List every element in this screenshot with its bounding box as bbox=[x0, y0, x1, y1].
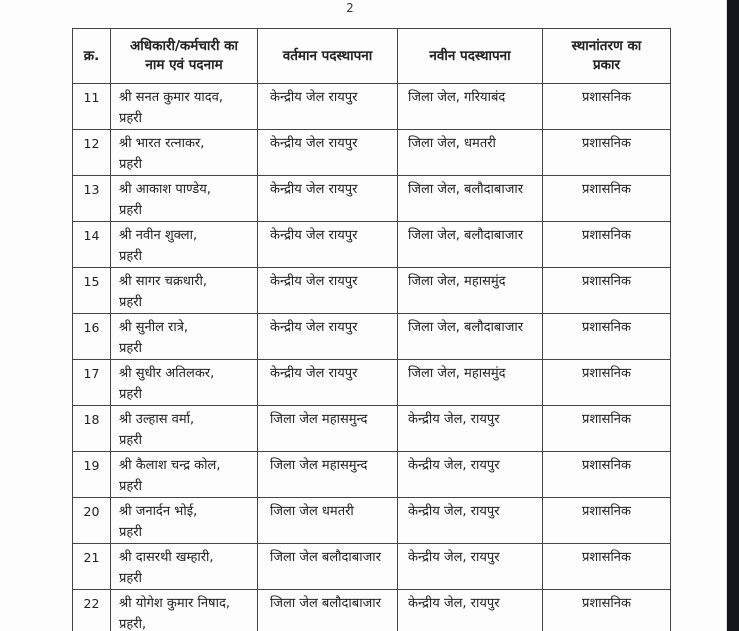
cell-current-posting: केन्द्रीय जेल रायपुर bbox=[257, 221, 398, 268]
cell-current-posting: केन्द्रीय जेल रायपुर bbox=[257, 267, 398, 314]
cell-new-posting: जिला जेल, महासमुंद bbox=[397, 267, 543, 314]
cell-new-posting: केन्द्रीय जेल, रायपुर bbox=[397, 451, 543, 498]
cell-transfer-type: प्रशासनिक bbox=[542, 451, 671, 498]
cell-transfer-type: प्रशासनिक bbox=[542, 175, 671, 222]
header-name-designation: अधिकारी/कर्मचारी का नाम एवं पदनाम bbox=[110, 28, 258, 84]
cell-current-posting: जिला जेल बलौदाबाजार bbox=[257, 543, 398, 590]
cell-serial-no: 15 bbox=[72, 267, 111, 314]
cell-new-posting: जिला जेल, धमतरी bbox=[397, 129, 543, 176]
table-row: 20 श्री जनार्दन भोई, प्रहरी जिला जेल धमत… bbox=[72, 497, 671, 544]
cell-name-designation: श्री आकाश पाण्डेय, प्रहरी bbox=[110, 175, 258, 222]
cell-serial-no: 14 bbox=[72, 221, 111, 268]
cell-current-posting: जिला जेल बलौदाबाजार bbox=[257, 589, 398, 631]
cell-name-designation: श्री सुनील रात्रे, प्रहरी bbox=[110, 313, 258, 360]
cell-transfer-type: प्रशासनिक bbox=[542, 313, 671, 360]
cell-new-posting: केन्द्रीय जेल, रायपुर bbox=[397, 543, 543, 590]
cell-serial-no: 16 bbox=[72, 313, 111, 360]
cell-serial-no: 18 bbox=[72, 405, 111, 452]
cell-transfer-type: प्रशासनिक bbox=[542, 83, 671, 130]
cell-transfer-type: प्रशासनिक bbox=[542, 267, 671, 314]
cell-name-designation: श्री दासरथी खम्हारी, प्रहरी bbox=[110, 543, 258, 590]
cell-transfer-type: प्रशासनिक bbox=[542, 543, 671, 590]
table-row: 21 श्री दासरथी खम्हारी, प्रहरी जिला जेल … bbox=[72, 543, 671, 590]
cell-serial-no: 12 bbox=[72, 129, 111, 176]
cell-transfer-type: प्रशासनिक bbox=[542, 405, 671, 452]
page-number: 2 bbox=[346, 1, 354, 15]
cell-new-posting: जिला जेल, बलौदाबाजार bbox=[397, 313, 543, 360]
cell-name-designation: श्री योगेश कुमार निषाद, प्रहरी, bbox=[110, 589, 258, 631]
cell-current-posting: केन्द्रीय जेल रायपुर bbox=[257, 129, 398, 176]
cell-current-posting: जिला जेल धमतरी bbox=[257, 497, 398, 544]
table-row: 15 श्री सागर चक्रधारी, प्रहरी केन्द्रीय … bbox=[72, 267, 671, 314]
cell-transfer-type: प्रशासनिक bbox=[542, 497, 671, 544]
header-transfer-type: स्थानांतरण का प्रकार bbox=[542, 28, 671, 84]
cell-transfer-type: प्रशासनिक bbox=[542, 129, 671, 176]
cell-current-posting: केन्द्रीय जेल रायपुर bbox=[257, 359, 398, 406]
header-serial-no: क्र. bbox=[72, 28, 111, 84]
cell-name-designation: श्री भारत रत्नाकर, प्रहरी bbox=[110, 129, 258, 176]
table-row: 19 श्री कैलाश चन्द्र कोल, प्रहरी जिला जे… bbox=[72, 451, 671, 498]
transfer-table: क्र. अधिकारी/कर्मचारी का नाम एवं पदनाम व… bbox=[72, 28, 671, 631]
cell-serial-no: 21 bbox=[72, 543, 111, 590]
cell-name-designation: श्री कैलाश चन्द्र कोल, प्रहरी bbox=[110, 451, 258, 498]
header-row: क्र. अधिकारी/कर्मचारी का नाम एवं पदनाम व… bbox=[72, 28, 671, 84]
table-row: 11 श्री सनत कुमार यादव, प्रहरी केन्द्रीय… bbox=[72, 83, 671, 130]
cell-new-posting: केन्द्रीय जेल, रायपुर bbox=[397, 497, 543, 544]
cell-name-designation: श्री सुधीर अतिलकर, प्रहरी bbox=[110, 359, 258, 406]
table-row: 12 श्री भारत रत्नाकर, प्रहरी केन्द्रीय ज… bbox=[72, 129, 671, 176]
cell-name-designation: श्री उल्हास वर्मा, प्रहरी bbox=[110, 405, 258, 452]
cell-serial-no: 22 bbox=[72, 589, 111, 631]
table-row: 14 श्री नवीन शुक्ला, प्रहरी केन्द्रीय जे… bbox=[72, 221, 671, 268]
cell-serial-no: 20 bbox=[72, 497, 111, 544]
cell-name-designation: श्री सागर चक्रधारी, प्रहरी bbox=[110, 267, 258, 314]
cell-name-designation: श्री जनार्दन भोई, प्रहरी bbox=[110, 497, 258, 544]
cell-serial-no: 19 bbox=[72, 451, 111, 498]
cell-new-posting: जिला जेल, बलौदाबाजार bbox=[397, 175, 543, 222]
cell-serial-no: 11 bbox=[72, 83, 111, 130]
cell-new-posting: जिला जेल, गरियाबंद bbox=[397, 83, 543, 130]
cell-new-posting: केन्द्रीय जेल, रायपुर bbox=[397, 589, 543, 631]
table-row: 17 श्री सुधीर अतिलकर, प्रहरी केन्द्रीय ज… bbox=[72, 359, 671, 406]
table-body: 11 श्री सनत कुमार यादव, प्रहरी केन्द्रीय… bbox=[72, 83, 671, 631]
cell-serial-no: 13 bbox=[72, 175, 111, 222]
header-current-posting: वर्तमान पदस्थापना bbox=[257, 28, 398, 84]
table-row: 18 श्री उल्हास वर्मा, प्रहरी जिला जेल मह… bbox=[72, 405, 671, 452]
cell-current-posting: केन्द्रीय जेल रायपुर bbox=[257, 313, 398, 360]
cell-serial-no: 17 bbox=[72, 359, 111, 406]
cell-new-posting: जिला जेल, बलौदाबाजार bbox=[397, 221, 543, 268]
cell-current-posting: केन्द्रीय जेल रायपुर bbox=[257, 83, 398, 130]
cell-transfer-type: प्रशासनिक bbox=[542, 359, 671, 406]
header-new-posting: नवीन पदस्थापना bbox=[397, 28, 543, 84]
cell-current-posting: जिला जेल महासमुन्द bbox=[257, 451, 398, 498]
cell-transfer-type: प्रशासनिक bbox=[542, 589, 671, 631]
table-header: क्र. अधिकारी/कर्मचारी का नाम एवं पदनाम व… bbox=[72, 28, 671, 84]
cell-name-designation: श्री नवीन शुक्ला, प्रहरी bbox=[110, 221, 258, 268]
cell-transfer-type: प्रशासनिक bbox=[542, 221, 671, 268]
table-row: 13 श्री आकाश पाण्डेय, प्रहरी केन्द्रीय ज… bbox=[72, 175, 671, 222]
table-row: 22 श्री योगेश कुमार निषाद, प्रहरी, जिला … bbox=[72, 589, 671, 631]
cell-current-posting: जिला जेल महासमुन्द bbox=[257, 405, 398, 452]
cell-new-posting: केन्द्रीय जेल, रायपुर bbox=[397, 405, 543, 452]
cell-name-designation: श्री सनत कुमार यादव, प्रहरी bbox=[110, 83, 258, 130]
photo-edge-strip bbox=[726, 0, 739, 631]
cell-current-posting: केन्द्रीय जेल रायपुर bbox=[257, 175, 398, 222]
cell-new-posting: जिला जेल, महासमुंद bbox=[397, 359, 543, 406]
table-row: 16 श्री सुनील रात्रे, प्रहरी केन्द्रीय ज… bbox=[72, 313, 671, 360]
